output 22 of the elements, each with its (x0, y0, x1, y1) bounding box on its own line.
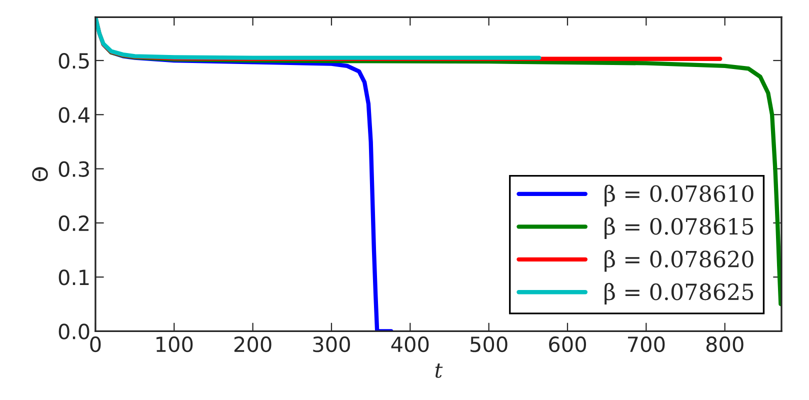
y-axis-title: Θ (32, 167, 48, 182)
y-tick-label: 0.4 (58, 107, 90, 123)
y-tick-label: 0.5 (58, 52, 89, 69)
x-tick-label: 400 (391, 336, 429, 352)
x-axis-title: t (435, 363, 443, 378)
legend-label: β = 0.078615 (604, 217, 754, 240)
x-tick-label: 300 (313, 336, 350, 352)
x-tick-label: 600 (549, 336, 586, 352)
x-tick-label: 500 (470, 336, 508, 352)
y-tick-label: 0.0 (58, 324, 90, 340)
y-tick-label: 0.1 (58, 270, 89, 286)
x-tick-label: 800 (706, 336, 744, 352)
legend-label: β = 0.078610 (604, 184, 754, 206)
x-tick-label: 0 (90, 336, 101, 352)
x-tick-label: 100 (156, 336, 193, 352)
line-series (95, 17, 542, 60)
legend-label: β = 0.078625 (604, 282, 754, 305)
y-tick-label: 0.2 (58, 215, 89, 232)
x-tick-label: 700 (628, 336, 665, 352)
y-tick-label: 0.3 (58, 161, 89, 177)
x-tick-label: 200 (234, 336, 272, 352)
legend-label: β = 0.078620 (604, 250, 754, 272)
